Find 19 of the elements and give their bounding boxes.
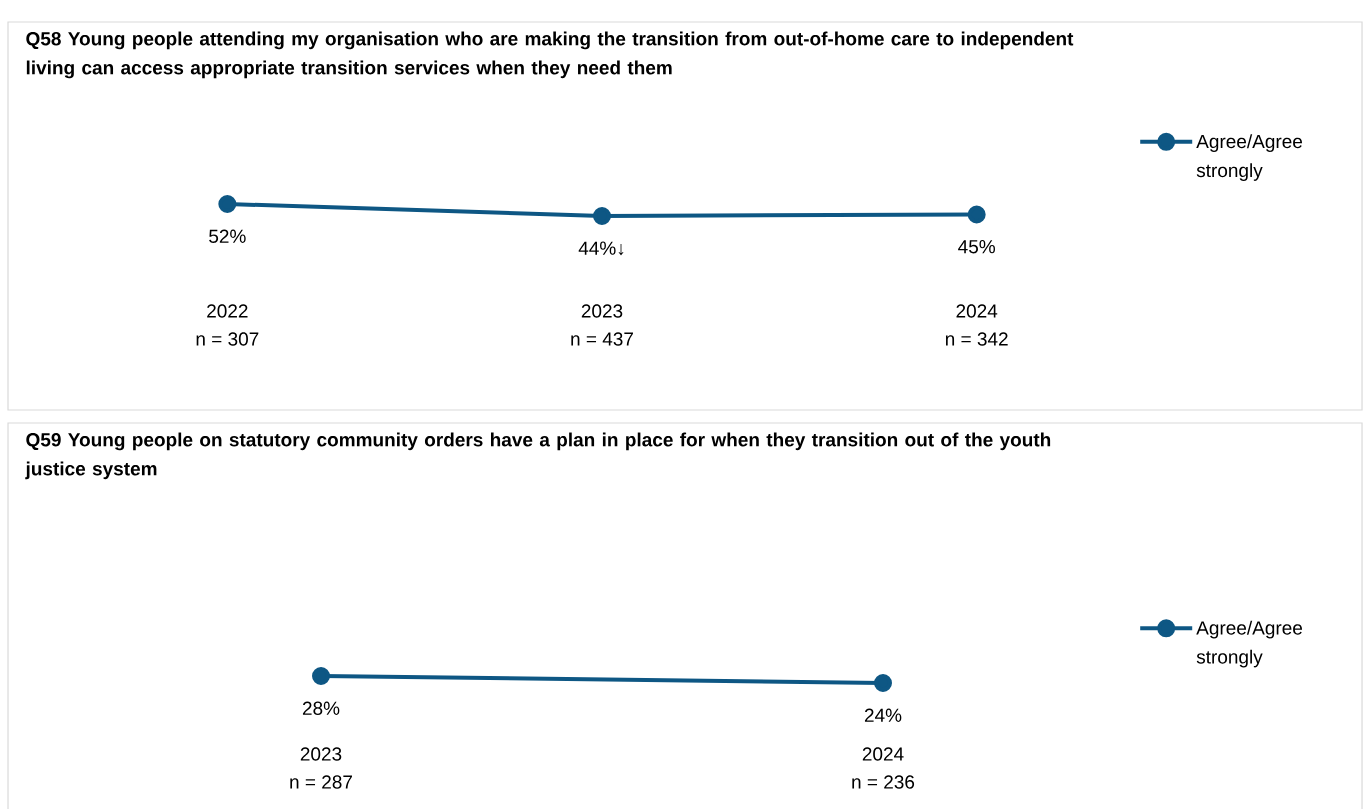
x-tick-label: 2024 bbox=[862, 747, 904, 761]
x-tick-label: 2022 bbox=[207, 304, 248, 318]
data-label: 45% bbox=[958, 240, 995, 254]
data-label: 24% bbox=[864, 708, 902, 722]
data-label: 28% bbox=[302, 701, 340, 715]
x-tick-label: 2024 bbox=[956, 304, 998, 318]
x-tick-label: 2023 bbox=[300, 747, 342, 761]
chart-title: Q59 Young people on statutory community orders have a plan in place for when they transition out of the youth justice system bbox=[25, 432, 1051, 480]
legend-label: Agree/Agree strongly bbox=[1196, 134, 1303, 181]
data-label: 44%↓ bbox=[578, 241, 624, 256]
chart-title: Q58 Young people attending my organisation who are making the transition from out-of-home care to independent living can access appropriate transition services when they need them bbox=[26, 31, 1074, 79]
x-tick-label: 2023 bbox=[581, 304, 623, 318]
data-label: 52% bbox=[209, 229, 246, 243]
text: n = 287 bbox=[290, 775, 352, 789]
legend-label: Agree/Agree strongly bbox=[1196, 620, 1303, 668]
text: n = 307 bbox=[196, 332, 259, 346]
text: n = 437 bbox=[571, 332, 633, 346]
text: n = 236 bbox=[852, 775, 915, 789]
text: n = 342 bbox=[945, 332, 1008, 346]
